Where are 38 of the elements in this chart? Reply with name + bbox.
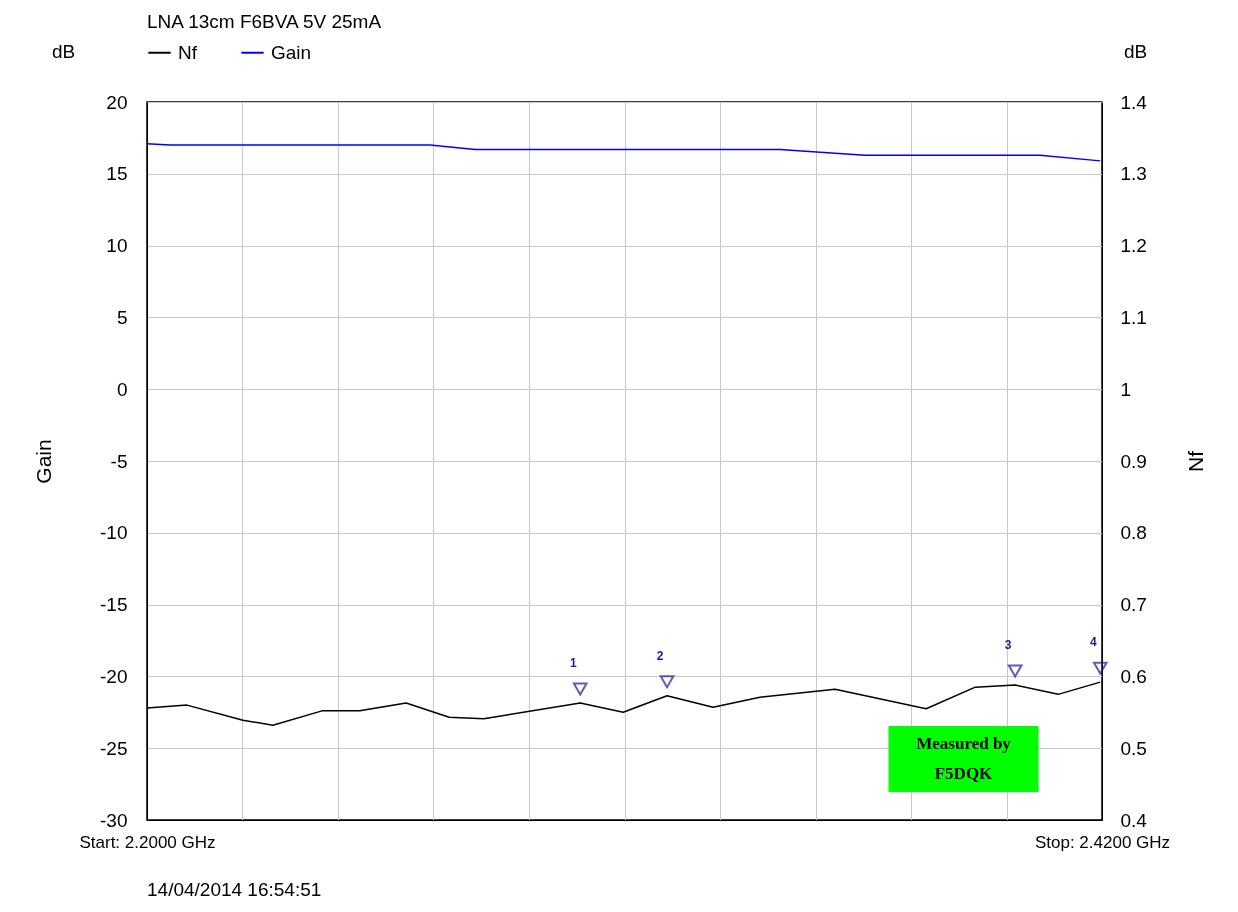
y-tick-label: -5 [110,450,128,472]
y2-tick-label: 1.2 [1120,235,1147,257]
annotation: 3 [1004,638,1012,653]
legend-label: Nf [178,41,198,63]
y2-tick-label: 1.4 [1120,91,1148,113]
y-axis-title: Gain [32,439,56,484]
y2-tick-label: 0.9 [1120,450,1147,472]
y-tick-label: 15 [106,163,128,185]
y-tick-label: -30 [100,809,128,831]
annotation: 4 [1089,635,1097,650]
y2-axis-title: Nf [1183,450,1207,472]
y-tick-label: -25 [100,737,128,759]
y2-tick-label: 1.1 [1120,306,1147,328]
y2-tick-label: 0.6 [1120,665,1147,687]
y-tick-label: -15 [100,594,128,616]
y-tick-label: -20 [100,665,128,687]
y-tick-label: 10 [106,235,128,257]
y2-tick-label: 1 [1120,378,1132,400]
chart-title: LNA 13cm F6BVA 5V 25mA [147,11,382,32]
y2-tick-label: 0.4 [1120,809,1148,831]
y2-tick-label: 0.5 [1120,737,1147,759]
y2-tick-label: 0.7 [1120,594,1147,616]
x-tick-label: Stop: 2.4200 GHz [1034,832,1171,852]
text: dB [1124,41,1148,62]
line-series [146,142,1102,162]
x-tick-label: Start: 2.2000 GHz [79,832,216,852]
y-tick-label: 20 [106,91,128,113]
annotation: 2 [656,648,664,663]
y-tick-label: 5 [116,306,128,328]
y-tick-label: 0 [116,378,128,400]
y-tick-label: -10 [100,522,128,544]
text: dB [52,41,76,62]
y2-tick-label: 1.3 [1120,163,1147,185]
annotation: 1 [569,655,577,670]
text: 14/04/2014 16:54:51 [147,879,322,900]
y2-tick-label: 0.8 [1120,522,1147,544]
legend-label: Gain [271,41,312,63]
annotation: Measured by F5DQK [916,734,1012,783]
